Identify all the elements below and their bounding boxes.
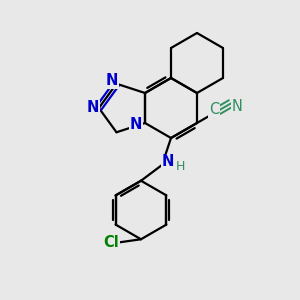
Text: N: N — [231, 99, 242, 114]
Text: N: N — [162, 154, 174, 169]
Text: N: N — [87, 100, 99, 116]
Text: C: C — [209, 102, 219, 117]
Text: N: N — [130, 117, 142, 132]
Text: H: H — [175, 160, 185, 173]
Text: Cl: Cl — [103, 235, 119, 250]
Text: N: N — [106, 73, 118, 88]
